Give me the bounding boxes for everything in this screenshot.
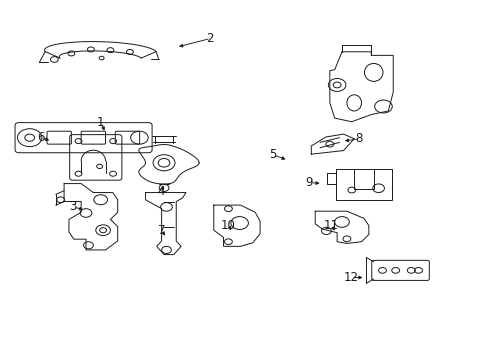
Text: 1: 1 — [97, 116, 104, 129]
Text: 10: 10 — [221, 219, 235, 233]
Bar — [335, 170, 391, 200]
Text: 4: 4 — [157, 185, 164, 198]
Text: 6: 6 — [37, 131, 44, 144]
Text: 2: 2 — [206, 32, 214, 45]
Text: 5: 5 — [268, 148, 276, 161]
Text: 9: 9 — [305, 176, 312, 189]
Text: 11: 11 — [323, 219, 338, 233]
Text: 12: 12 — [343, 271, 358, 284]
Text: 3: 3 — [69, 201, 77, 213]
Text: 7: 7 — [158, 224, 165, 238]
Text: 8: 8 — [355, 132, 362, 145]
